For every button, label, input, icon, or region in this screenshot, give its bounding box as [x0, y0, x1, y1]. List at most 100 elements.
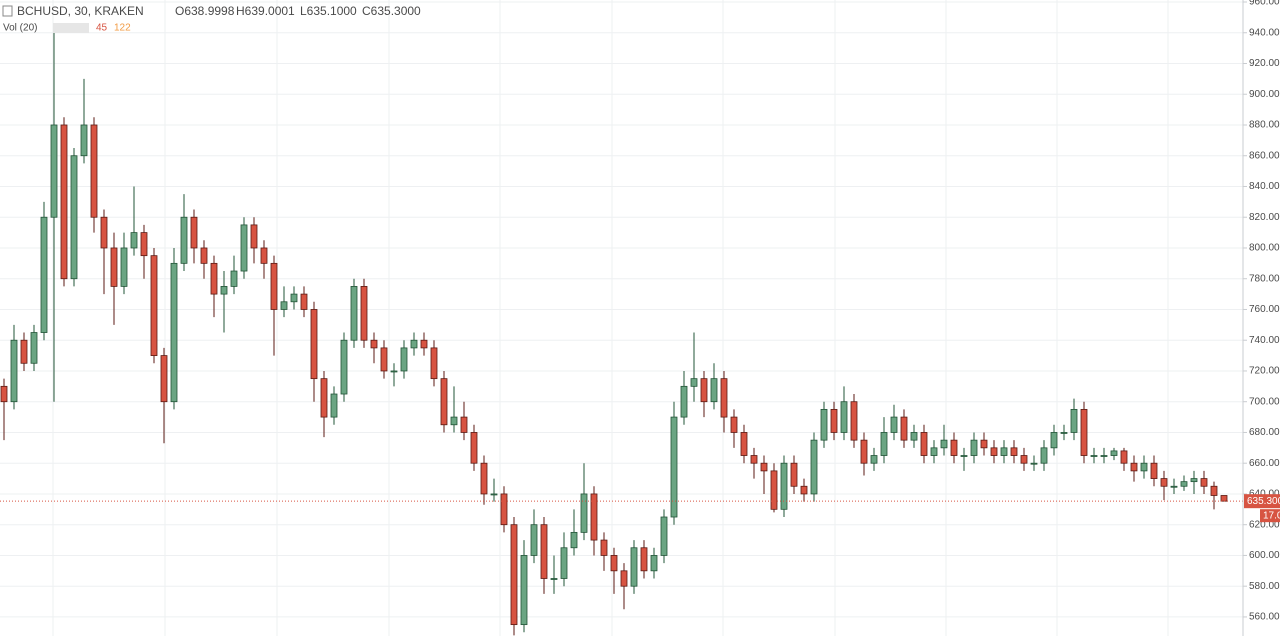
candle-body [750, 455, 758, 464]
candle-body [0, 385, 8, 403]
time-grid [52, 0, 1169, 636]
candle-body [1040, 447, 1048, 464]
y-tick-label: 600.0000 [1249, 550, 1280, 561]
volume-controls[interactable] [53, 23, 89, 33]
y-tick-label: 740.0000 [1249, 335, 1280, 346]
y-tick-label: 720.0000 [1249, 366, 1280, 377]
candle-body [1200, 478, 1208, 487]
candle-body [680, 385, 688, 418]
candle-body [470, 432, 478, 464]
candle-body [910, 432, 918, 441]
candle-body [1150, 462, 1158, 479]
candle-body [560, 547, 568, 579]
y-tick-label: 620.0000 [1249, 519, 1280, 530]
collapse-icon[interactable] [2, 5, 13, 17]
countdown-label: 17.0 [1263, 510, 1280, 521]
y-tick-label: 820.0000 [1249, 212, 1280, 223]
candle-body [630, 547, 638, 587]
candle-body [320, 378, 328, 418]
y-tick-label: 640.0000 [1249, 489, 1280, 500]
y-tick-label: 660.0000 [1249, 458, 1280, 469]
candle-body [430, 347, 438, 380]
candle-body [360, 286, 368, 341]
candle-body [990, 447, 998, 456]
candle-body [380, 347, 388, 372]
candle-body [860, 439, 868, 464]
candle-body [1170, 485, 1178, 488]
candle-body [220, 286, 228, 295]
candle-body [290, 293, 298, 303]
candle-body [550, 578, 558, 580]
symbol: BCHUSD, 30, KRAKEN [17, 4, 144, 18]
candle-body [450, 416, 458, 426]
candle-body [960, 455, 968, 457]
candle-body [540, 524, 548, 579]
candle-body [170, 262, 178, 403]
y-tick-label: 700.0000 [1249, 396, 1280, 407]
y-tick-label: 760.0000 [1249, 304, 1280, 315]
candles [0, 32, 1243, 636]
candle-body [190, 216, 198, 249]
candle-body [240, 224, 248, 272]
candle-body [800, 485, 808, 495]
candle-body [140, 232, 148, 257]
candle-body [1180, 481, 1188, 487]
candle-body [1130, 462, 1138, 472]
ohlc-close: C635.3000 [362, 4, 421, 18]
candle-body [1030, 462, 1038, 465]
candle-body [610, 555, 618, 572]
candle-body [50, 124, 58, 218]
candle-body [10, 339, 18, 403]
candle-body [1220, 495, 1228, 502]
candle-body [670, 416, 678, 518]
candle-body [1050, 432, 1058, 449]
candle-body [100, 216, 108, 249]
candle-body [930, 447, 938, 456]
candle-body [1080, 408, 1088, 456]
candle-body [310, 309, 318, 380]
candle-body [730, 416, 738, 433]
y-tick-label: 680.0000 [1249, 427, 1280, 438]
y-tick-label: 860.0000 [1249, 150, 1280, 161]
candle-body [390, 370, 398, 373]
candle-body [590, 493, 598, 541]
candle-body [410, 339, 418, 349]
candle-body [350, 286, 358, 341]
candle-body [180, 216, 188, 264]
candle-body [340, 339, 348, 395]
candle-body [650, 555, 658, 572]
y-tick-label: 580.0000 [1249, 581, 1280, 592]
candle-body [250, 224, 258, 249]
candle-body [1060, 432, 1068, 434]
candle-body [460, 416, 468, 433]
candle-body [580, 493, 588, 533]
candle-body [880, 432, 888, 456]
candle-body [1090, 455, 1098, 457]
y-tick-label: 560.0000 [1249, 612, 1280, 623]
candle-body [260, 247, 268, 264]
volume-value: 45 [96, 23, 108, 34]
candle-body [1010, 447, 1018, 456]
candle-body [640, 547, 648, 572]
candle-body [1000, 447, 1008, 456]
candle-body [740, 432, 748, 456]
candle-body [270, 262, 278, 310]
price-grid [0, 1, 1243, 618]
y-tick-label: 960.0000 [1249, 0, 1280, 8]
candle-body [60, 124, 68, 280]
y-tick-label: 840.0000 [1249, 181, 1280, 192]
y-tick-label: 920.0000 [1249, 58, 1280, 69]
candle-body [700, 378, 708, 403]
candle-body [80, 124, 88, 157]
candle-body [120, 247, 128, 287]
ohlc-open: O638.9998 [175, 4, 235, 18]
candle-body [400, 347, 408, 372]
ohlc-high: H639.0001 [236, 4, 295, 18]
candle-body [940, 439, 948, 449]
candle-body [1100, 455, 1108, 457]
candle-body [520, 555, 528, 626]
candle-body [280, 301, 288, 310]
candle-body [1210, 485, 1218, 496]
candle-body [920, 432, 928, 456]
